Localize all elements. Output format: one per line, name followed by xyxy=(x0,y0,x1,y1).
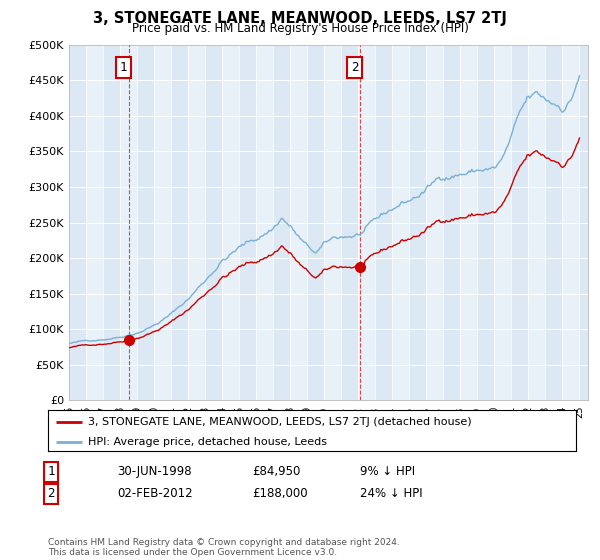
Bar xyxy=(545,45,562,400)
Text: 3, STONEGATE LANE, MEANWOOD, LEEDS, LS7 2TJ (detached house): 3, STONEGATE LANE, MEANWOOD, LEEDS, LS7 … xyxy=(88,417,471,427)
Bar xyxy=(222,45,239,400)
Bar xyxy=(443,45,460,400)
Bar xyxy=(137,45,154,400)
Text: 1: 1 xyxy=(47,465,55,478)
Text: 2: 2 xyxy=(47,487,55,501)
Bar xyxy=(188,45,205,400)
Bar xyxy=(562,45,580,400)
Text: 1: 1 xyxy=(120,61,127,74)
Bar xyxy=(427,45,443,400)
Text: 3, STONEGATE LANE, MEANWOOD, LEEDS, LS7 2TJ: 3, STONEGATE LANE, MEANWOOD, LEEDS, LS7 … xyxy=(93,11,507,26)
Bar xyxy=(375,45,392,400)
Bar xyxy=(511,45,529,400)
Bar xyxy=(341,45,358,400)
Bar xyxy=(154,45,171,400)
Text: 02-FEB-2012: 02-FEB-2012 xyxy=(117,487,193,501)
Text: 2: 2 xyxy=(351,61,358,74)
Bar xyxy=(239,45,256,400)
Bar xyxy=(103,45,120,400)
Bar xyxy=(494,45,511,400)
Bar xyxy=(86,45,103,400)
Text: HPI: Average price, detached house, Leeds: HPI: Average price, detached house, Leed… xyxy=(88,437,326,447)
Bar xyxy=(392,45,409,400)
Bar xyxy=(307,45,324,400)
Bar xyxy=(120,45,137,400)
Bar xyxy=(256,45,273,400)
Bar xyxy=(69,45,86,400)
Bar xyxy=(324,45,341,400)
Text: 24% ↓ HPI: 24% ↓ HPI xyxy=(360,487,422,501)
Bar xyxy=(409,45,427,400)
Text: Contains HM Land Registry data © Crown copyright and database right 2024.
This d: Contains HM Land Registry data © Crown c… xyxy=(48,538,400,557)
Bar xyxy=(529,45,545,400)
Bar xyxy=(273,45,290,400)
Text: £84,950: £84,950 xyxy=(252,465,301,478)
Text: Price paid vs. HM Land Registry's House Price Index (HPI): Price paid vs. HM Land Registry's House … xyxy=(131,22,469,35)
Text: 9% ↓ HPI: 9% ↓ HPI xyxy=(360,465,415,478)
Text: £188,000: £188,000 xyxy=(252,487,308,501)
Bar xyxy=(290,45,307,400)
Bar xyxy=(205,45,222,400)
Bar xyxy=(478,45,494,400)
Bar xyxy=(460,45,478,400)
Bar xyxy=(358,45,375,400)
Bar xyxy=(171,45,188,400)
Text: 30-JUN-1998: 30-JUN-1998 xyxy=(117,465,191,478)
